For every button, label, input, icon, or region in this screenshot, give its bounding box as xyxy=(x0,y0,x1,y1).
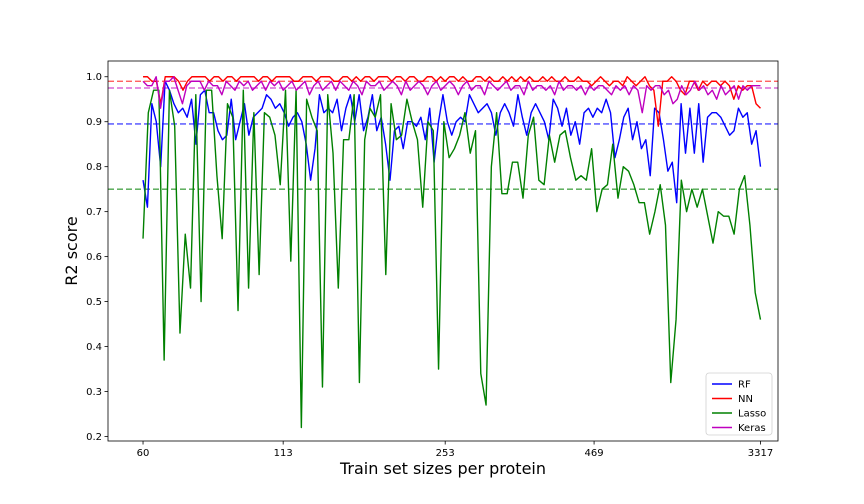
legend-label-rf: RF xyxy=(738,380,751,391)
y-tick-label: 0.4 xyxy=(86,342,102,353)
plot-frame xyxy=(107,60,779,442)
y-tick-label: 0.3 xyxy=(86,387,102,398)
plot-background xyxy=(108,61,778,441)
legend-label-nn: NN xyxy=(738,394,753,405)
y-axis-label: R2 score xyxy=(62,216,81,285)
x-tick-label: 253 xyxy=(436,448,455,459)
y-axis: 0.2 0.3 0.4 0.5 0.6 0.7 0.8 0.9 1.0 xyxy=(86,72,108,443)
legend-box xyxy=(705,372,773,436)
x-tick-label: 113 xyxy=(274,448,293,459)
legend: RF NN Lasso Keras xyxy=(705,372,773,436)
y-tick-label: 0.2 xyxy=(86,432,102,443)
x-tick-label: 3317 xyxy=(748,448,773,459)
series-line-rf xyxy=(142,80,762,208)
y-tick-label: 0.9 xyxy=(86,117,102,128)
x-tick-label: 469 xyxy=(585,448,604,459)
legend-label-keras: Keras xyxy=(738,423,766,434)
y-tick-label: 0.8 xyxy=(86,162,102,173)
series-lines xyxy=(142,76,762,429)
series-line-nn xyxy=(143,76,761,127)
x-tick-label: 60 xyxy=(137,448,150,459)
legend-label-lasso: Lasso xyxy=(738,409,766,420)
series-line-lasso xyxy=(142,89,762,429)
x-axis-label: Train set sizes per protein xyxy=(339,459,546,478)
series-line-keras xyxy=(142,76,761,114)
y-tick-label: 0.6 xyxy=(86,252,102,263)
y-tick-label: 0.5 xyxy=(86,297,102,308)
y-tick-label: 1.0 xyxy=(86,72,102,83)
x-axis: 60 113 253 469 3317 xyxy=(137,441,773,459)
y-tick-label: 0.7 xyxy=(86,207,102,218)
